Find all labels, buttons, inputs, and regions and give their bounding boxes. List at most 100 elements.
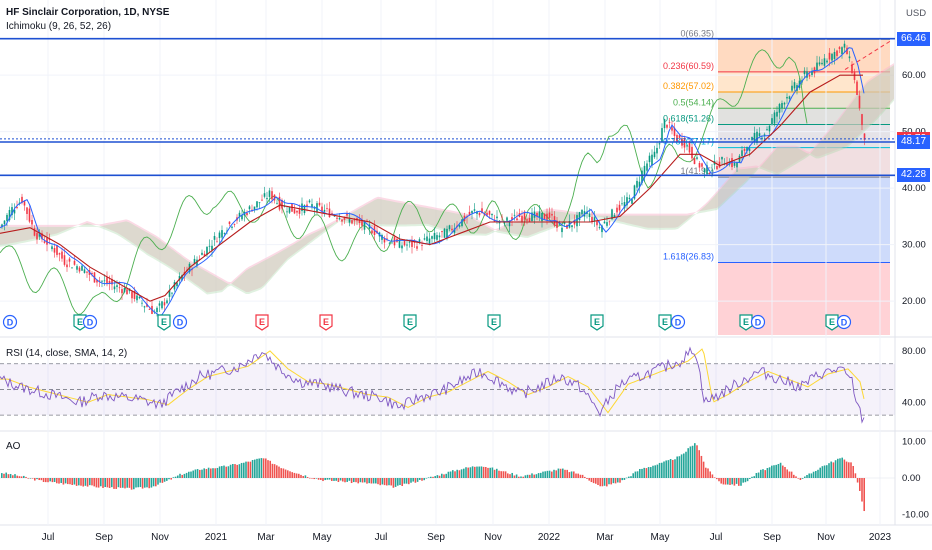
- candle-body: [398, 239, 401, 248]
- ao-bar: [150, 478, 153, 488]
- ao-bar: [276, 465, 278, 478]
- earnings-marker: [487, 314, 501, 331]
- candle-body: [856, 81, 858, 96]
- marker-letter: E: [594, 317, 600, 327]
- candle-body: [426, 236, 428, 242]
- ao-bar: [333, 478, 335, 481]
- time-tick-label: Sep: [427, 532, 445, 543]
- candle-body: [408, 241, 411, 243]
- ao-bar: [740, 478, 742, 486]
- ao-bar: [238, 464, 241, 478]
- ao-bar: [45, 478, 47, 483]
- candle-body: [633, 185, 636, 199]
- ao-bar: [359, 478, 362, 483]
- rsi-pane-label[interactable]: RSI (14, close, SMA, 14, 2): [6, 348, 128, 359]
- ao-bar: [273, 464, 276, 478]
- ao-bar: [350, 478, 353, 484]
- candle-body: [531, 212, 533, 221]
- ao-histogram: [1, 443, 865, 512]
- candle-body: [381, 235, 383, 240]
- price-badge: 48.17: [897, 135, 930, 149]
- ao-bar: [735, 478, 738, 484]
- ao-bar: [146, 478, 148, 488]
- ao-bar: [553, 469, 555, 478]
- ao-pane-label[interactable]: AO: [6, 441, 21, 452]
- ao-bar: [546, 470, 549, 478]
- ao-bar: [502, 471, 505, 478]
- ao-bar: [566, 469, 568, 478]
- ao-bar: [542, 471, 544, 478]
- ao-bar: [777, 463, 780, 478]
- ao-bar: [331, 478, 333, 481]
- ao-bar: [245, 461, 247, 478]
- candle-body: [361, 219, 363, 226]
- candle-body: [416, 246, 418, 249]
- candle-body: [326, 208, 328, 209]
- candle-body: [316, 203, 318, 212]
- candle-body: [618, 204, 621, 211]
- ao-bar: [441, 473, 443, 478]
- candle-body: [716, 166, 718, 170]
- time-tick-label: 2023: [869, 532, 892, 543]
- ao-bar: [592, 478, 595, 484]
- candle-body: [803, 70, 806, 75]
- ao-bar: [676, 456, 678, 478]
- ao-bar: [507, 473, 509, 478]
- ao-bar: [513, 475, 516, 478]
- ao-bar: [465, 467, 467, 478]
- fib-level-label: 0.236(60.59): [663, 61, 714, 71]
- candle-body: [201, 252, 203, 255]
- candle-body: [323, 209, 326, 212]
- ao-bar: [229, 464, 232, 478]
- ao-bar: [834, 460, 837, 478]
- candle-body: [506, 217, 508, 221]
- candle-body: [641, 170, 643, 184]
- price-tick-label: 60.00: [902, 70, 926, 81]
- ao-bar: [751, 476, 753, 478]
- candle-body: [76, 266, 78, 270]
- ao-bar: [610, 478, 612, 485]
- candle-body: [386, 238, 388, 240]
- ao-bar: [438, 475, 441, 478]
- ao-bar: [454, 471, 456, 478]
- ao-bar: [168, 478, 170, 480]
- candle-body: [438, 235, 441, 238]
- ao-bar: [588, 478, 590, 481]
- ao-bar: [575, 473, 577, 478]
- ao-bar: [419, 478, 421, 480]
- candle-body: [446, 228, 448, 239]
- ao-bar: [819, 467, 821, 478]
- ao-bar: [401, 478, 403, 487]
- ao-bar: [564, 469, 566, 478]
- candle-body: [418, 239, 421, 244]
- ao-bar: [568, 472, 571, 478]
- ao-bar: [647, 467, 650, 478]
- ao-bar: [720, 478, 722, 484]
- candle-body: [546, 213, 548, 220]
- candle-body: [273, 194, 276, 201]
- ichimoku-indicator-label[interactable]: Ichimoku (9, 26, 52, 26): [6, 21, 112, 32]
- ao-bar: [227, 466, 230, 478]
- ao-bar: [826, 465, 828, 478]
- ao-bar: [674, 459, 676, 478]
- candle-body: [298, 209, 301, 214]
- ao-bar: [540, 472, 542, 478]
- ao-bar: [221, 466, 223, 478]
- ao-bar: [397, 478, 399, 486]
- candle-body: [116, 285, 118, 287]
- candle-body: [776, 111, 778, 117]
- time-tick-label: May: [651, 532, 670, 543]
- ao-bar: [282, 468, 285, 478]
- ao-bar: [53, 478, 56, 483]
- earnings-marker: [739, 314, 753, 331]
- ao-bar: [551, 471, 553, 478]
- ao-bar: [249, 461, 252, 478]
- candle-body: [833, 52, 836, 60]
- ao-bar: [295, 473, 298, 478]
- ao-bar: [190, 471, 192, 478]
- candle-body: [491, 213, 493, 216]
- ao-bar: [188, 471, 190, 478]
- ao-bar: [298, 473, 300, 478]
- ao-bar: [368, 478, 370, 484]
